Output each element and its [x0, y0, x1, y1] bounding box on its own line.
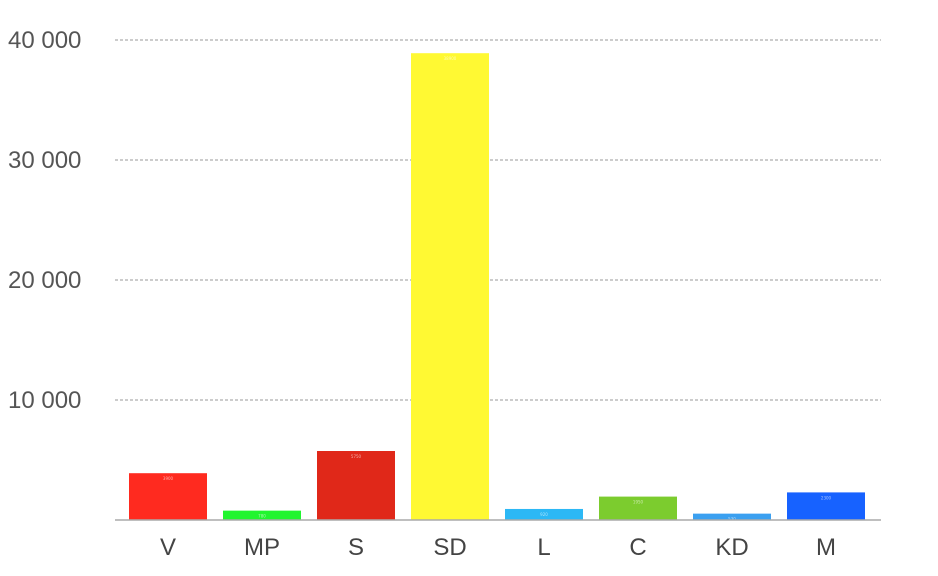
bar-c: [599, 496, 677, 520]
x-tick-label: L: [537, 534, 550, 561]
y-axis-ticks: 10 000 20 000 30 000 40 000: [8, 27, 81, 414]
bar-kd: [693, 513, 771, 520]
y-tick-label: 10 000: [8, 387, 81, 414]
bar-v: [129, 473, 207, 520]
bars: [129, 53, 865, 520]
bar-value-label: 3900: [163, 476, 174, 481]
bar-value-label: 780: [258, 514, 266, 519]
bar-s: [317, 451, 395, 520]
y-tick-label: 30 000: [8, 147, 81, 174]
bar-l: [505, 508, 583, 520]
x-tick-label: KD: [715, 534, 748, 561]
bar-m: [787, 492, 865, 520]
x-tick-label: SD: [433, 534, 466, 561]
x-tick-label: S: [348, 534, 364, 561]
bar-data-labels: 3900 780 5750 38900 920 1950 530 2300: [163, 56, 832, 521]
bar-value-label: 920: [540, 512, 548, 517]
y-tick-label: 40 000: [8, 27, 81, 54]
x-tick-label: C: [629, 534, 646, 561]
bar-value-label: 38900: [444, 56, 457, 61]
gridlines: [115, 39, 881, 401]
bar-value-label: 5750: [351, 454, 362, 459]
bar-sd: [411, 53, 489, 520]
bar-value-label: 2300: [821, 495, 832, 500]
y-tick-label: 20 000: [8, 267, 81, 294]
x-tick-label: M: [816, 534, 836, 561]
bar-value-label: 530: [728, 517, 736, 522]
x-axis-ticks: V MP S SD L C KD M: [160, 534, 836, 561]
bar-value-label: 1950: [633, 500, 644, 505]
x-tick-label: V: [160, 534, 176, 561]
x-tick-label: MP: [244, 534, 280, 561]
bar-mp: [223, 510, 301, 520]
